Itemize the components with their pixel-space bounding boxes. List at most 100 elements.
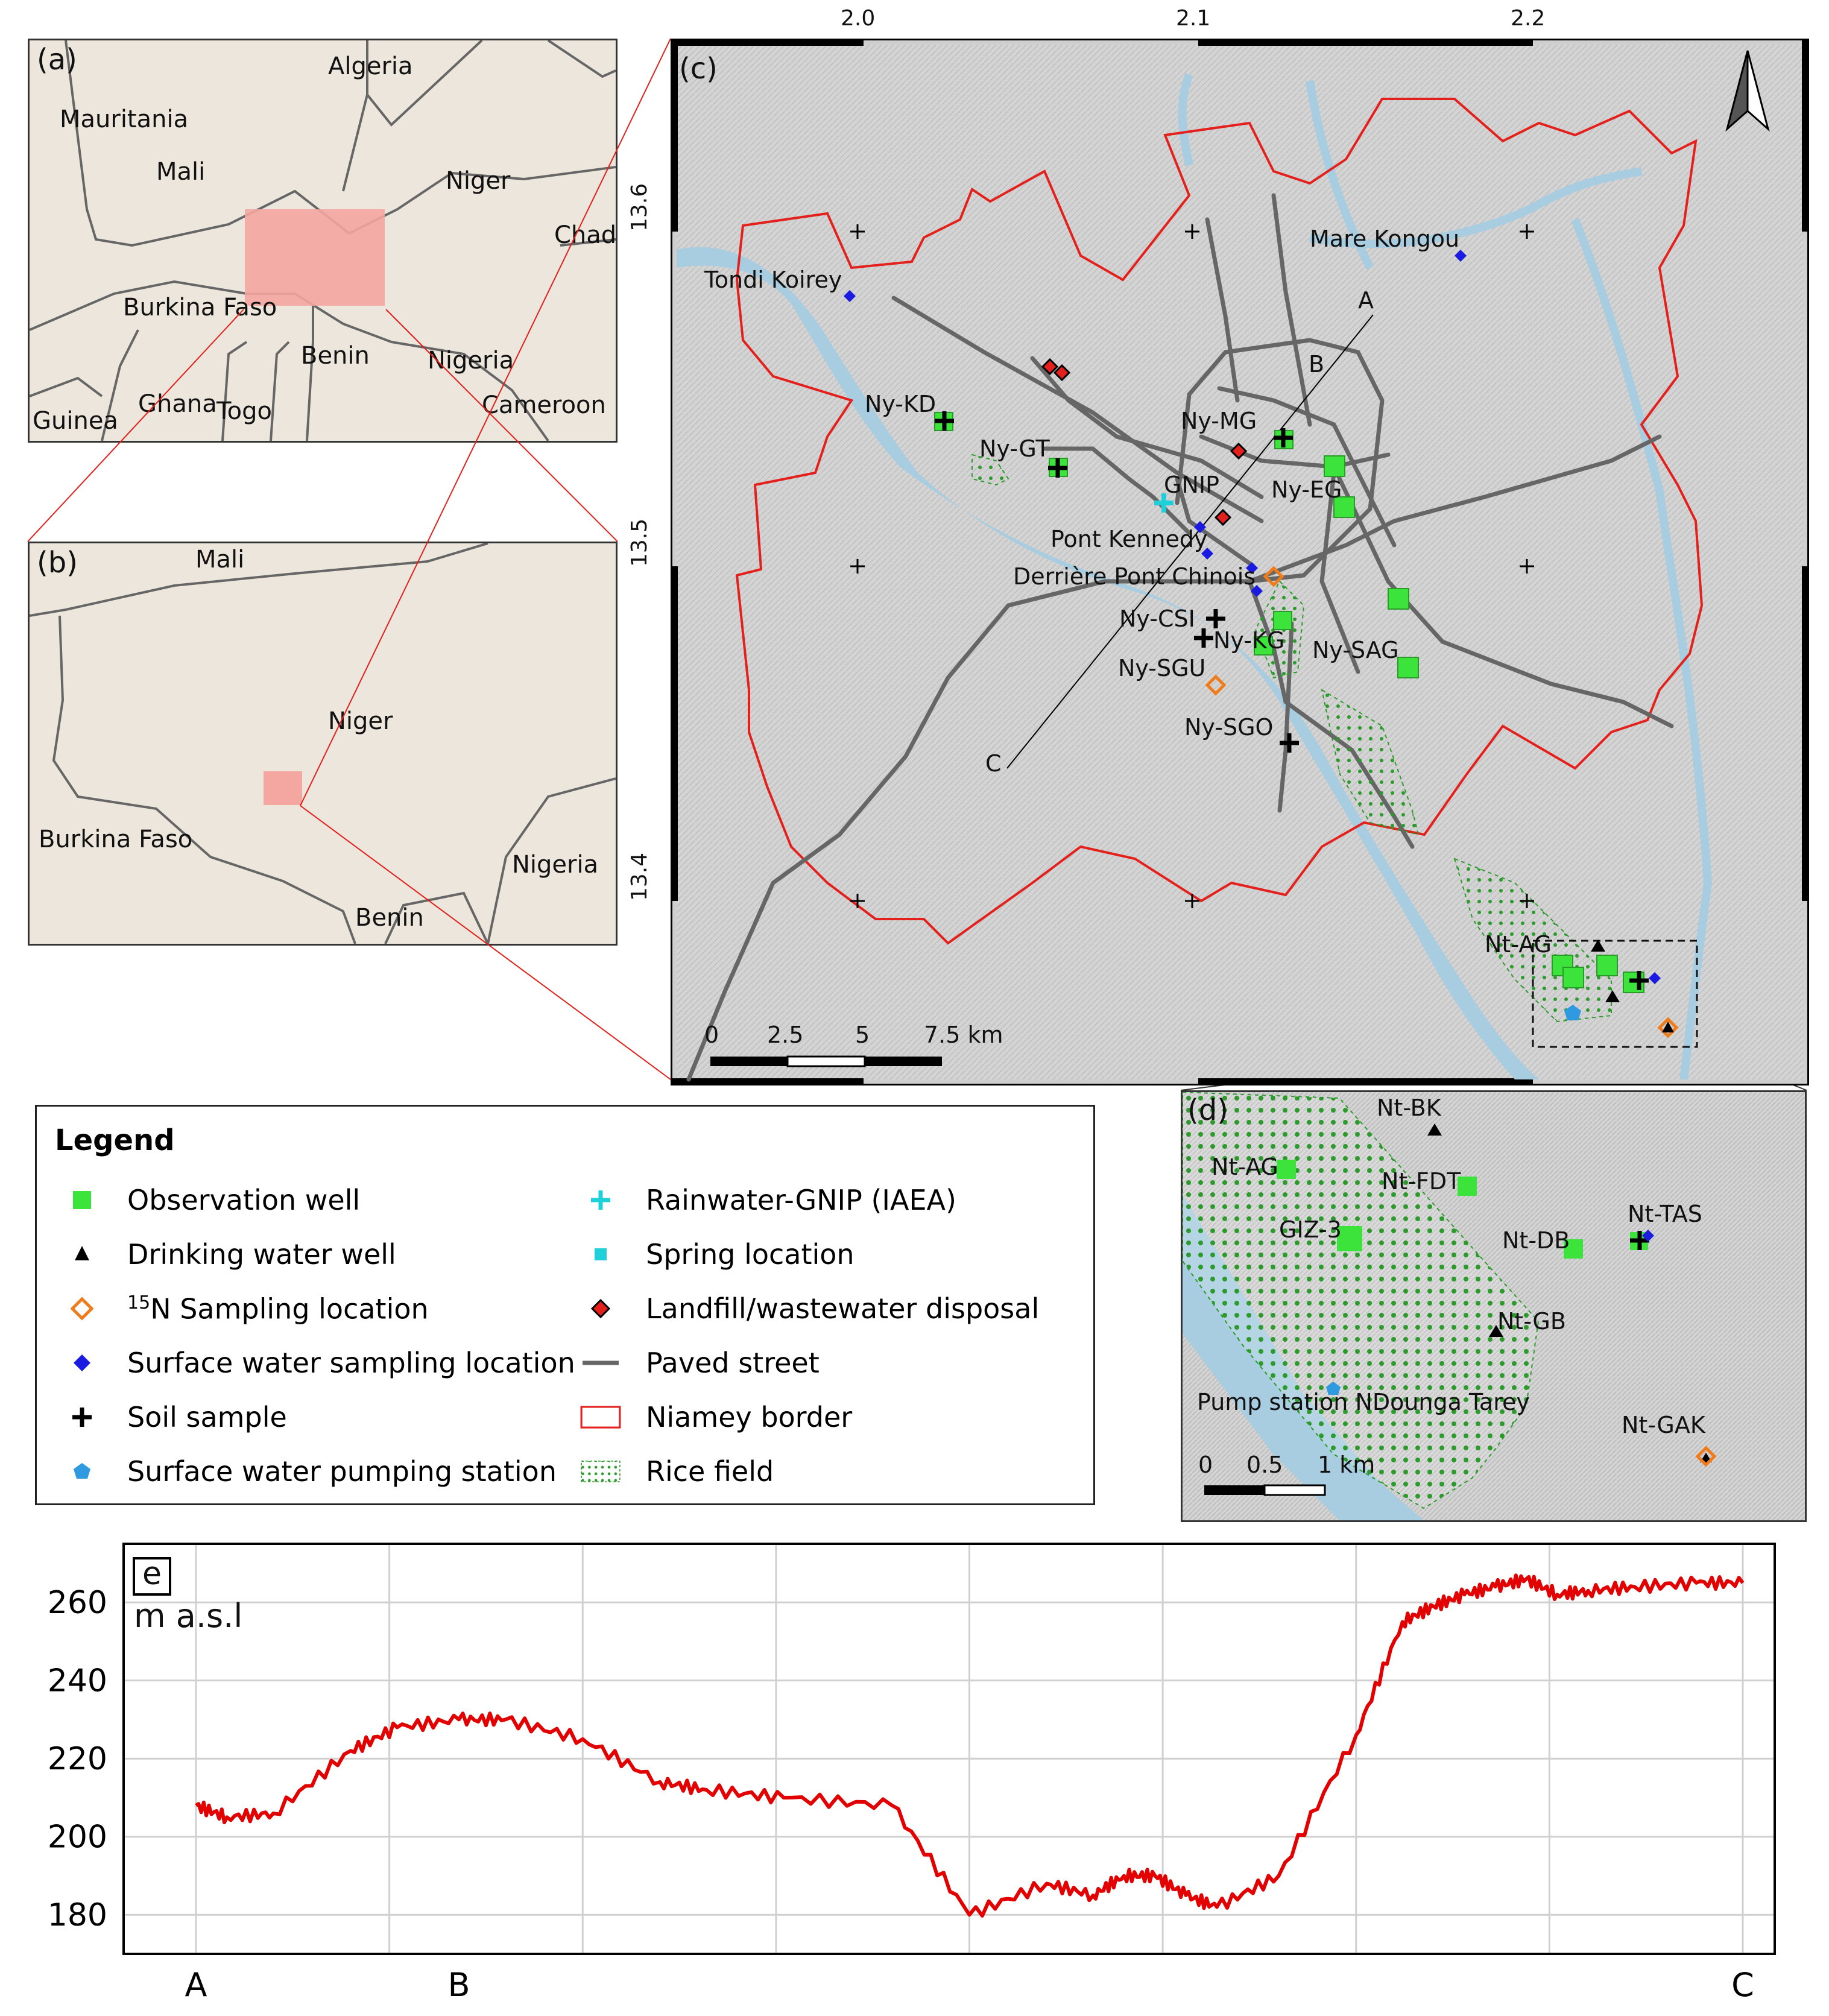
soil-sample-marker	[1629, 971, 1649, 990]
country-border	[101, 329, 139, 441]
scalebar-segment	[1263, 1484, 1326, 1496]
tick-layer: 180 200 220 240 260 A B C	[48, 1585, 1754, 2004]
graticule-cross	[1520, 559, 1534, 574]
landfill-symbol	[590, 1298, 611, 1319]
y-tick-label: 220	[48, 1741, 107, 1777]
profile-point-label: B	[1309, 351, 1325, 378]
gridlines	[124, 1544, 1775, 1954]
legend-label: Drinking water well	[127, 1238, 396, 1271]
elevation-profile-line	[195, 1573, 1745, 1918]
landfill-marker	[1214, 508, 1232, 526]
surface-water-sample-marker	[1251, 585, 1263, 597]
panel-label-b: (b)	[37, 546, 78, 580]
legend-label: Rice field	[646, 1455, 774, 1488]
observation-well-marker	[1324, 455, 1345, 477]
drinking-water-well-marker	[1427, 1123, 1442, 1136]
scalebar-tick-label: 1 km	[1318, 1452, 1376, 1478]
niamey-border-symbol	[580, 1406, 621, 1429]
place-label: Ny-EG	[1271, 476, 1342, 503]
country-border	[270, 341, 290, 441]
scalebar-segment	[710, 1057, 788, 1066]
pumping-station-symbol	[74, 1463, 90, 1479]
legend-label: Surface water pumping station	[127, 1455, 557, 1488]
frame-bar	[1198, 39, 1533, 46]
n15-sampling-marker	[1205, 674, 1227, 696]
paved-street	[1199, 434, 1391, 469]
country-label: Niger	[446, 167, 511, 195]
panel-label-d: (d)	[1187, 1093, 1228, 1127]
paved-street	[1205, 217, 1240, 403]
country-label: Mali	[195, 546, 245, 574]
place-label: GNIP	[1164, 472, 1219, 498]
country-label: Mali	[156, 158, 206, 186]
place-label: GIZ-3	[1279, 1216, 1342, 1243]
paved-street	[1217, 386, 1397, 548]
place-label: Nt-AG	[1485, 931, 1552, 958]
pumping-station-marker	[1564, 1005, 1581, 1020]
y-axis-label: m a.s.l	[134, 1597, 243, 1635]
place-label: Ny-KD	[865, 391, 937, 417]
place-label: Nt-GAK	[1622, 1412, 1705, 1438]
scalebar-tick-label: 7.5 km	[924, 1022, 1003, 1048]
legend-item: 15N Sampling location	[61, 1288, 429, 1330]
panel-label-e: e	[142, 1556, 162, 1592]
place-label: Tondi Koirey	[704, 267, 842, 293]
plot-frame	[122, 1543, 1776, 1955]
country-border	[65, 40, 616, 247]
place-label: Nt-GB	[1497, 1308, 1566, 1335]
legend-label: Niamey border	[646, 1401, 853, 1433]
country-border	[547, 40, 616, 78]
country-label: Niger	[328, 707, 393, 735]
legend-item: Surface water pumping station	[61, 1450, 557, 1493]
niger-river	[1183, 1195, 1424, 1520]
graticule-cross	[1520, 224, 1534, 239]
rice-field	[1321, 688, 1420, 836]
tributary	[1571, 218, 1713, 1080]
latitude-tick: 13.5	[627, 518, 652, 567]
soil-sample-marker	[1630, 1231, 1649, 1250]
rice-field	[971, 453, 1009, 486]
tributary	[1306, 80, 1374, 270]
surface-water-sample-marker	[1201, 548, 1213, 560]
frame-bar	[1198, 1078, 1533, 1085]
profile-point-label: A	[1358, 287, 1374, 314]
place-label: Nt-FDT	[1382, 1168, 1461, 1195]
legend-item: Soil sample	[61, 1396, 287, 1438]
drinking-water-well-marker	[1489, 1325, 1503, 1337]
landfill-marker	[1053, 364, 1071, 382]
profile-point-label: C	[985, 750, 1002, 777]
gnip-rainwater-symbol	[591, 1190, 610, 1210]
country-border	[366, 40, 483, 127]
scalebar-segment	[786, 1055, 866, 1067]
tributary	[1309, 167, 1643, 248]
place-label: Nt-AG	[1211, 1154, 1278, 1180]
landfill-marker	[1230, 442, 1248, 460]
country-label: Nigeria	[512, 851, 599, 879]
legend-item: Spring location	[580, 1233, 854, 1275]
place-label: Ny-SGU	[1118, 655, 1206, 681]
place-label: Pont Kennedy	[1050, 526, 1208, 552]
surface-water-sample-marker	[1246, 562, 1258, 574]
main-map-canvas	[671, 39, 1809, 1085]
country-border	[30, 280, 549, 441]
pumping-station-marker	[1326, 1382, 1341, 1395]
observation-well-marker	[1397, 657, 1419, 678]
country-label: Cameroon	[482, 391, 606, 419]
observation-well-marker	[1596, 955, 1618, 976]
latitude-tick: 13.6	[627, 183, 652, 232]
country-label: Mauritania	[60, 106, 189, 133]
scalebar	[710, 1055, 942, 1067]
observation-well-marker	[1388, 588, 1409, 610]
drinking-water-well-marker	[1605, 990, 1620, 1002]
frame-bar	[1802, 39, 1809, 232]
country-label: Togo	[216, 397, 272, 425]
hillshade	[677, 45, 1803, 1079]
inset-map-a: (a) Algeria Mauritania Mali Niger Chad B…	[28, 39, 618, 443]
legend-item: Landfill/wastewater disposal	[580, 1288, 1039, 1330]
connector-line	[300, 38, 671, 806]
surface-water-sample-symbol	[74, 1354, 90, 1371]
scalebar-tick-label: 2.5	[767, 1022, 804, 1048]
n15-sampling-marker	[1263, 566, 1284, 587]
country-label: Burkina Faso	[123, 294, 277, 321]
surface-water-sample-marker	[1194, 521, 1206, 533]
